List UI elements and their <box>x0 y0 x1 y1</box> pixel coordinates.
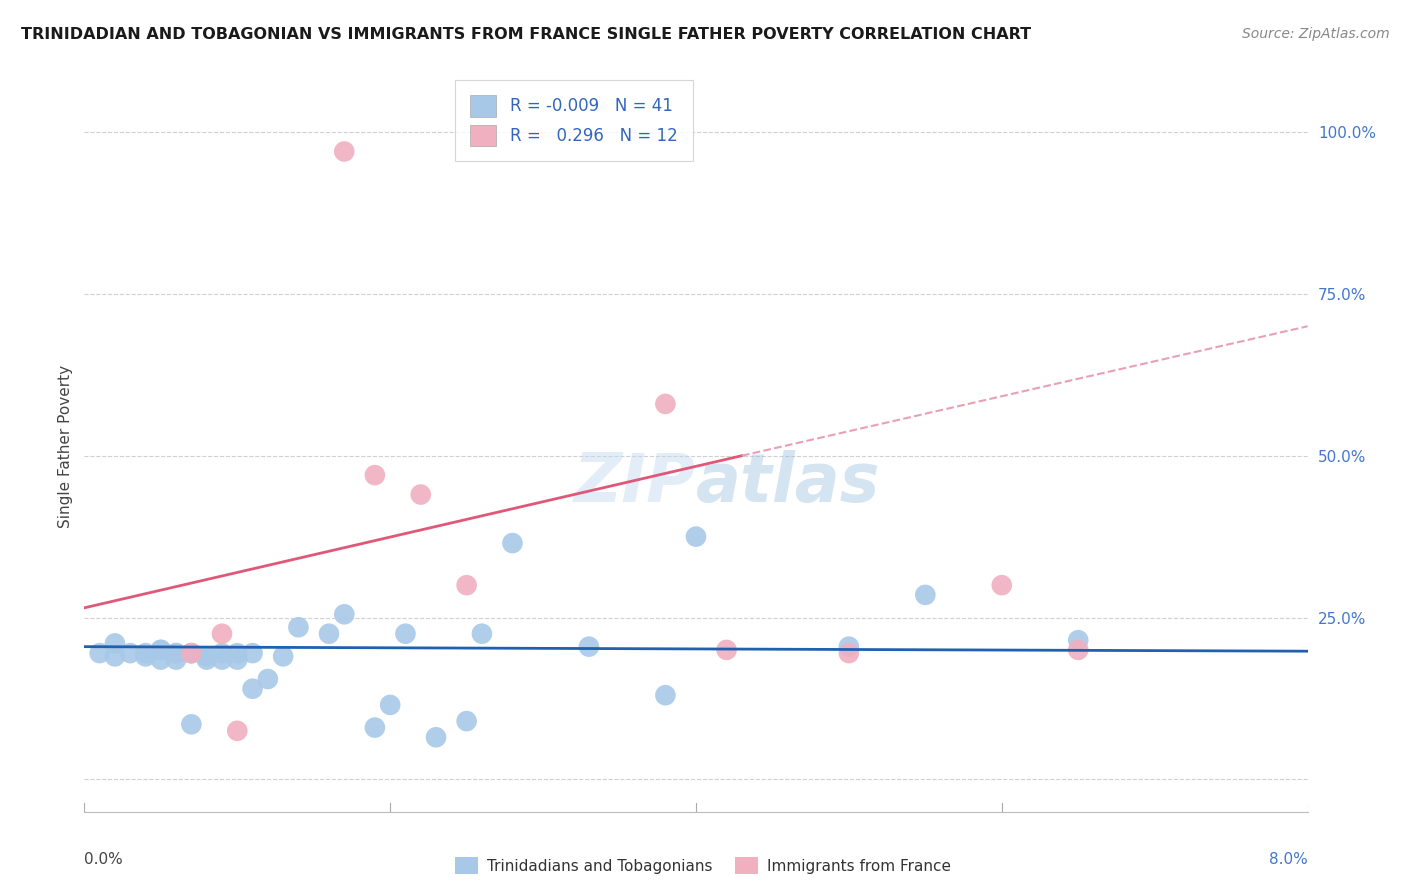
Point <box>211 626 233 640</box>
Point <box>456 578 478 592</box>
Point <box>333 607 356 622</box>
Point <box>471 626 494 640</box>
Point <box>1067 643 1090 657</box>
Text: TRINIDADIAN AND TOBAGONIAN VS IMMIGRANTS FROM FRANCE SINGLE FATHER POVERTY CORRE: TRINIDADIAN AND TOBAGONIAN VS IMMIGRANTS… <box>21 27 1031 42</box>
Point <box>991 578 1014 592</box>
Point <box>135 649 157 664</box>
Point <box>364 721 387 735</box>
Text: 0.0%: 0.0% <box>84 852 124 867</box>
Text: atlas: atlas <box>696 450 880 516</box>
Point <box>135 646 157 660</box>
Point <box>654 397 676 411</box>
Point <box>838 646 860 660</box>
Point <box>89 646 111 660</box>
Point <box>104 649 127 664</box>
Y-axis label: Single Father Poverty: Single Father Poverty <box>58 365 73 527</box>
Point <box>120 646 142 660</box>
Point <box>195 649 218 664</box>
Point <box>226 646 249 660</box>
Point <box>838 640 860 654</box>
Point <box>226 652 249 666</box>
Point <box>1067 633 1090 648</box>
Point <box>394 626 416 640</box>
Point <box>104 636 127 650</box>
Point <box>165 652 187 666</box>
Point <box>149 643 172 657</box>
Point <box>242 646 264 660</box>
Point <box>242 681 264 696</box>
Point <box>211 646 233 660</box>
Point <box>211 652 233 666</box>
Point <box>364 468 387 483</box>
Point <box>685 530 707 544</box>
Point <box>165 646 187 660</box>
Point <box>380 698 402 712</box>
Point <box>914 588 936 602</box>
Text: Source: ZipAtlas.com: Source: ZipAtlas.com <box>1241 27 1389 41</box>
Point <box>149 652 172 666</box>
Point <box>287 620 309 634</box>
Text: 8.0%: 8.0% <box>1268 852 1308 867</box>
Point <box>226 723 249 738</box>
Point <box>716 643 738 657</box>
Point <box>180 646 202 660</box>
Legend: R = -0.009   N = 41, R =   0.296   N = 12: R = -0.009 N = 41, R = 0.296 N = 12 <box>454 80 693 161</box>
Legend: Trinidadians and Tobagonians, Immigrants from France: Trinidadians and Tobagonians, Immigrants… <box>449 851 957 880</box>
Point <box>425 731 447 745</box>
Point <box>456 714 478 728</box>
Point <box>195 652 218 666</box>
Point <box>149 643 172 657</box>
Point <box>180 646 202 660</box>
Point <box>180 646 202 660</box>
Point <box>180 717 202 731</box>
Point <box>578 640 600 654</box>
Point <box>318 626 340 640</box>
Point <box>409 487 432 501</box>
Point <box>271 649 294 664</box>
Point <box>257 672 280 686</box>
Point <box>333 145 356 159</box>
Point <box>654 688 676 702</box>
Point <box>165 646 187 660</box>
Text: ZIP: ZIP <box>574 450 696 516</box>
Point <box>502 536 524 550</box>
